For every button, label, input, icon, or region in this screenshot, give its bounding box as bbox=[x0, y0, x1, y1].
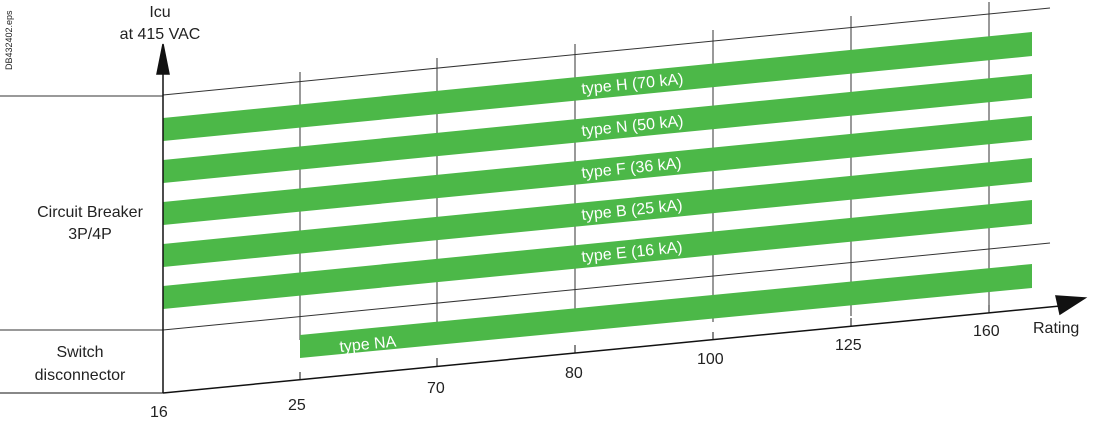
category-circuit-breaker-line1: Circuit Breaker bbox=[37, 204, 143, 221]
band-label-type-na: type NA bbox=[339, 333, 398, 356]
rating-16: 16 bbox=[150, 404, 168, 421]
document-id: DB432402.eps bbox=[4, 10, 14, 70]
band-type-b bbox=[163, 158, 1032, 267]
y-axis-title-line2: at 415 VAC bbox=[120, 26, 201, 43]
x-ticks bbox=[299, 305, 990, 380]
band-type-n bbox=[163, 74, 1032, 183]
category-switch-line2: disconnector bbox=[35, 367, 126, 384]
x-axis bbox=[162, 305, 1061, 394]
rating-25: 25 bbox=[288, 397, 306, 414]
band-type-na bbox=[300, 264, 1032, 358]
category-circuit-breaker-line2: 3P/4P bbox=[68, 226, 112, 243]
y-axis-title-line1: Icu bbox=[149, 4, 170, 21]
axes bbox=[0, 43, 1088, 394]
x-axis-arrow-icon bbox=[1055, 295, 1088, 316]
band-type-h bbox=[163, 32, 1032, 141]
rating-160: 160 bbox=[973, 323, 1000, 340]
category-dividers bbox=[0, 95, 163, 331]
rating-100: 100 bbox=[697, 351, 724, 368]
rating-labels: 16 25 70 80 100 125 160 bbox=[150, 323, 1000, 421]
rating-70: 70 bbox=[427, 380, 445, 397]
boundary-lines bbox=[162, 7, 1051, 331]
x-axis-title: Rating bbox=[1033, 320, 1079, 337]
band-type-f bbox=[163, 116, 1032, 225]
band-type-e bbox=[163, 200, 1032, 309]
y-axis-arrow-icon bbox=[156, 43, 170, 75]
rating-125: 125 bbox=[835, 337, 862, 354]
category-switch-line1: Switch bbox=[56, 344, 103, 361]
rating-80: 80 bbox=[565, 365, 583, 382]
bands bbox=[163, 32, 1032, 358]
